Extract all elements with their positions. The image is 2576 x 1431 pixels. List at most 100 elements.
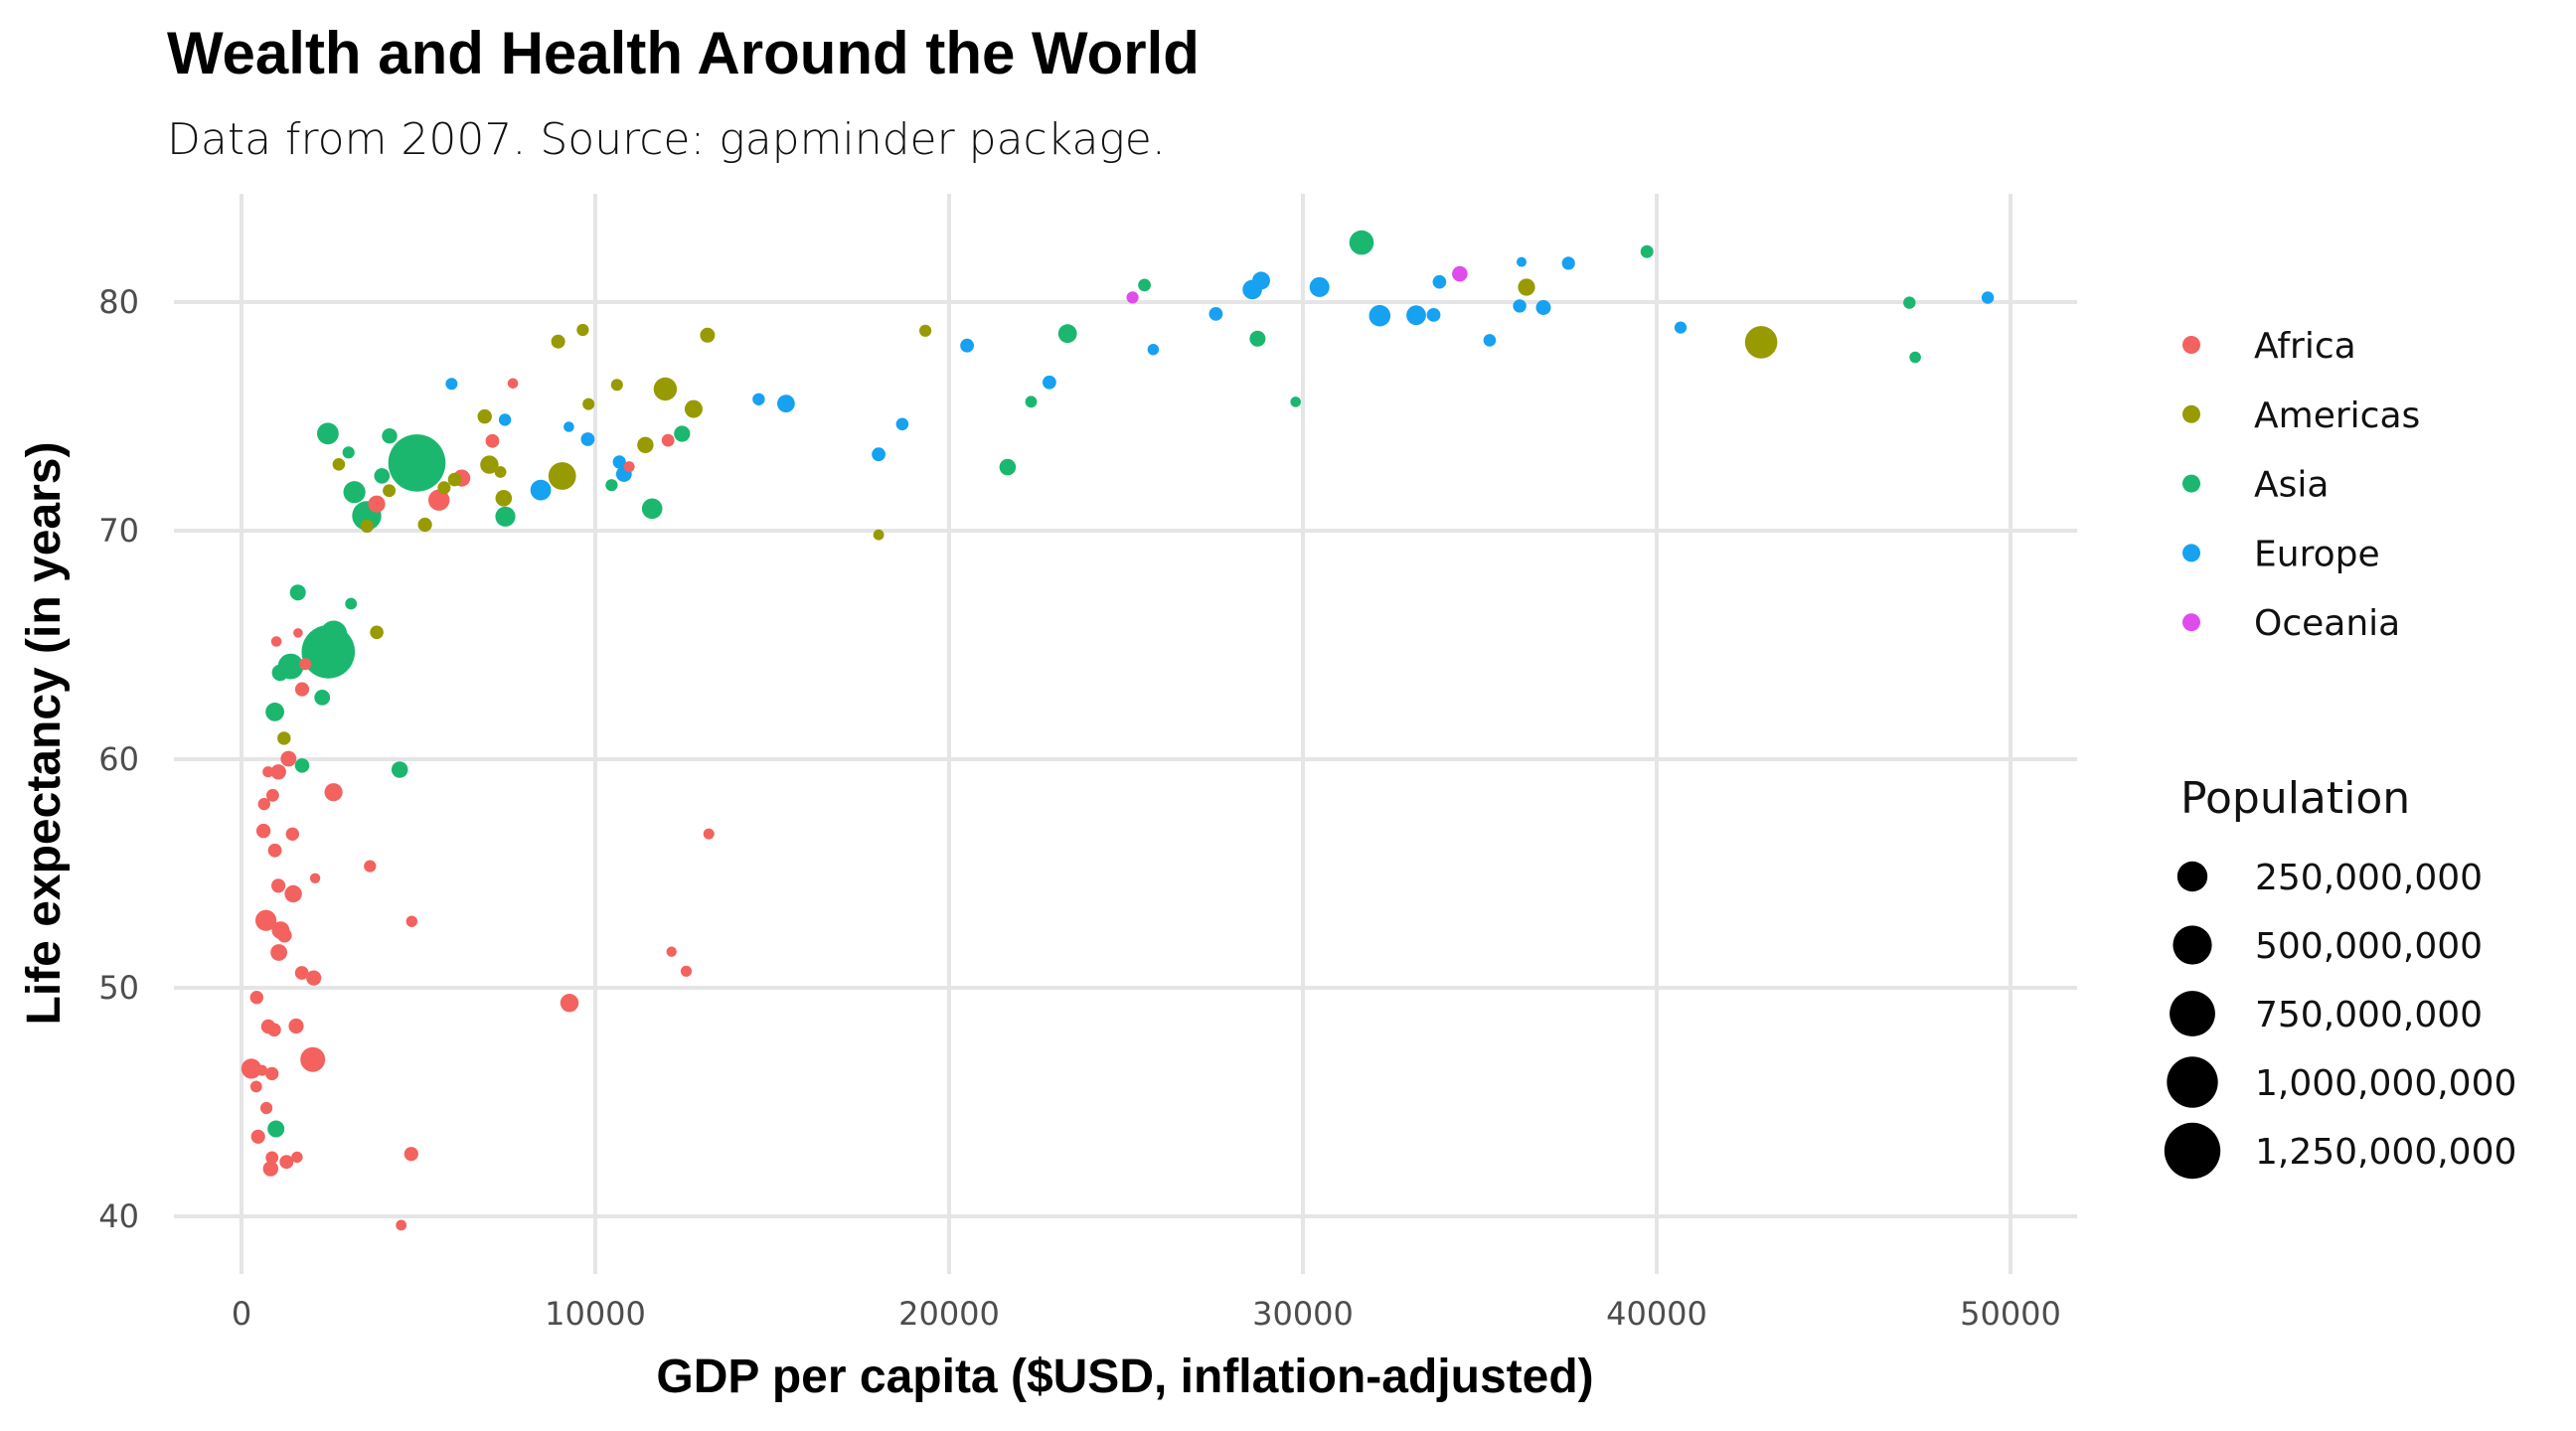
data-point-hong-kong-china bbox=[1640, 244, 1654, 258]
y-tick-label: 80 bbox=[98, 283, 139, 321]
data-point-hungary bbox=[872, 447, 886, 462]
legend-key-oceania bbox=[2182, 613, 2200, 632]
data-point-equatorial-guinea bbox=[666, 946, 677, 957]
data-point-comoros bbox=[270, 636, 282, 647]
data-point-congo-dem-rep- bbox=[241, 1058, 261, 1079]
data-point-argentina bbox=[684, 399, 703, 418]
data-point-mongolia bbox=[345, 597, 358, 610]
data-point-madagascar bbox=[270, 764, 286, 780]
data-point-gambia bbox=[262, 766, 274, 778]
data-point-puerto-rico bbox=[919, 324, 932, 337]
data-point-mauritius bbox=[623, 461, 635, 473]
data-point-ireland bbox=[1674, 321, 1688, 334]
data-point-myanmar bbox=[265, 703, 284, 721]
data-point-switzerland bbox=[1561, 256, 1575, 270]
data-point-tunisia bbox=[485, 433, 500, 448]
data-point-guatemala bbox=[417, 517, 432, 533]
size-legend-key bbox=[2167, 1056, 2218, 1108]
size-legend-key bbox=[2164, 1122, 2221, 1180]
size-legend-title: Population bbox=[2180, 773, 2410, 824]
data-point-poland bbox=[777, 395, 795, 412]
data-point-togo bbox=[266, 788, 279, 802]
data-point-guinea-bissau bbox=[256, 1064, 268, 1076]
data-point-venezuela bbox=[637, 436, 654, 453]
legend-label-oceania: Oceania bbox=[2254, 603, 2400, 644]
y-tick-label: 70 bbox=[98, 512, 139, 550]
data-point-panama bbox=[582, 398, 595, 410]
data-point-morocco bbox=[368, 495, 386, 513]
data-point-australia bbox=[1452, 265, 1468, 282]
data-point-france bbox=[1309, 276, 1330, 297]
data-point-rwanda bbox=[265, 1066, 279, 1081]
data-point-guinea bbox=[267, 843, 282, 858]
data-point-angola bbox=[403, 1147, 418, 1162]
data-point-eritrea bbox=[257, 797, 270, 811]
data-point-korea-rep- bbox=[1057, 324, 1077, 344]
data-point-chile bbox=[700, 327, 716, 343]
data-point-gabon bbox=[703, 828, 715, 840]
data-point-sao-tome-and-principe bbox=[293, 628, 303, 638]
data-point-jordan bbox=[395, 466, 408, 480]
data-point-paraguay bbox=[383, 484, 397, 498]
data-point-cameroon bbox=[306, 970, 322, 986]
data-point-libya bbox=[661, 433, 675, 447]
legend-key-americas bbox=[2182, 404, 2200, 423]
data-point-taiwan bbox=[1249, 330, 1266, 347]
data-points bbox=[241, 230, 1995, 1231]
legend-key-asia bbox=[2182, 474, 2200, 493]
data-point-mexico bbox=[653, 377, 678, 401]
data-point-bosnia-and-herzegovina bbox=[498, 413, 512, 426]
data-point-slovak-republic bbox=[895, 417, 909, 431]
data-point-yemen-rep- bbox=[314, 690, 331, 706]
x-tick-label: 50000 bbox=[1960, 1295, 2061, 1333]
x-tick-label: 30000 bbox=[1252, 1295, 1354, 1333]
data-point-iran bbox=[641, 498, 663, 520]
x-tick-label: 0 bbox=[232, 1295, 251, 1333]
data-point-iraq bbox=[391, 761, 408, 778]
size-legend: Population 250,000,000 500,000,000 750,000… bbox=[2164, 773, 2516, 1180]
y-tick-label: 60 bbox=[98, 740, 139, 778]
data-point-nepal bbox=[271, 664, 289, 682]
data-point-somalia bbox=[267, 1023, 281, 1037]
grid-lines bbox=[174, 194, 2077, 1274]
legend-key-africa bbox=[2182, 336, 2200, 354]
data-point-thailand bbox=[495, 506, 516, 527]
x-axis-ticks: 0 10000 20000 30000 40000 50000 bbox=[232, 1295, 2061, 1333]
data-point-iceland bbox=[1517, 256, 1527, 267]
data-point-namibia bbox=[405, 915, 417, 927]
data-point-bulgaria bbox=[612, 455, 626, 469]
legend-label-europe: Europe bbox=[2254, 534, 2380, 574]
data-point-israel bbox=[1138, 278, 1151, 292]
data-point-sri-lanka bbox=[374, 468, 391, 484]
chart-title: Wealth and Health Around the World bbox=[167, 20, 1200, 86]
data-point-turkey bbox=[530, 479, 552, 501]
data-point-sierra-leone bbox=[265, 1151, 279, 1165]
data-point-japan bbox=[1349, 230, 1374, 255]
size-legend-key bbox=[2176, 861, 2208, 892]
data-point-kuwait bbox=[1909, 351, 1921, 364]
y-tick-label: 40 bbox=[98, 1197, 139, 1235]
legend-label-asia: Asia bbox=[2254, 465, 2329, 506]
data-point-djibouti bbox=[309, 873, 321, 883]
data-point-afghanistan bbox=[267, 1120, 285, 1138]
data-point-dominican-republic bbox=[447, 472, 462, 487]
data-point-senegal bbox=[294, 682, 310, 697]
data-point-brazil bbox=[548, 462, 576, 490]
data-point-belgium bbox=[1426, 308, 1441, 322]
data-point-bolivia bbox=[370, 625, 384, 640]
data-point-benin bbox=[285, 827, 299, 841]
data-point-jamaica bbox=[494, 466, 507, 478]
size-legend-label: 500,000,000 bbox=[2255, 926, 2483, 967]
data-point-china bbox=[388, 434, 446, 492]
data-point-greece bbox=[1208, 307, 1223, 321]
data-point-malaysia bbox=[674, 425, 691, 442]
data-point-slovenia bbox=[1147, 344, 1160, 356]
data-point-oman bbox=[1025, 396, 1038, 408]
data-point-west-bank-and-gaza bbox=[342, 446, 355, 459]
color-legend: Africa Americas Asia Europe Oceania bbox=[2182, 326, 2420, 644]
data-point-botswana bbox=[680, 965, 693, 977]
data-point-czech-republic bbox=[1043, 375, 1056, 390]
y-axis-title: Life expectancy (in years) bbox=[18, 442, 71, 1026]
data-point-cambodia bbox=[294, 758, 310, 773]
